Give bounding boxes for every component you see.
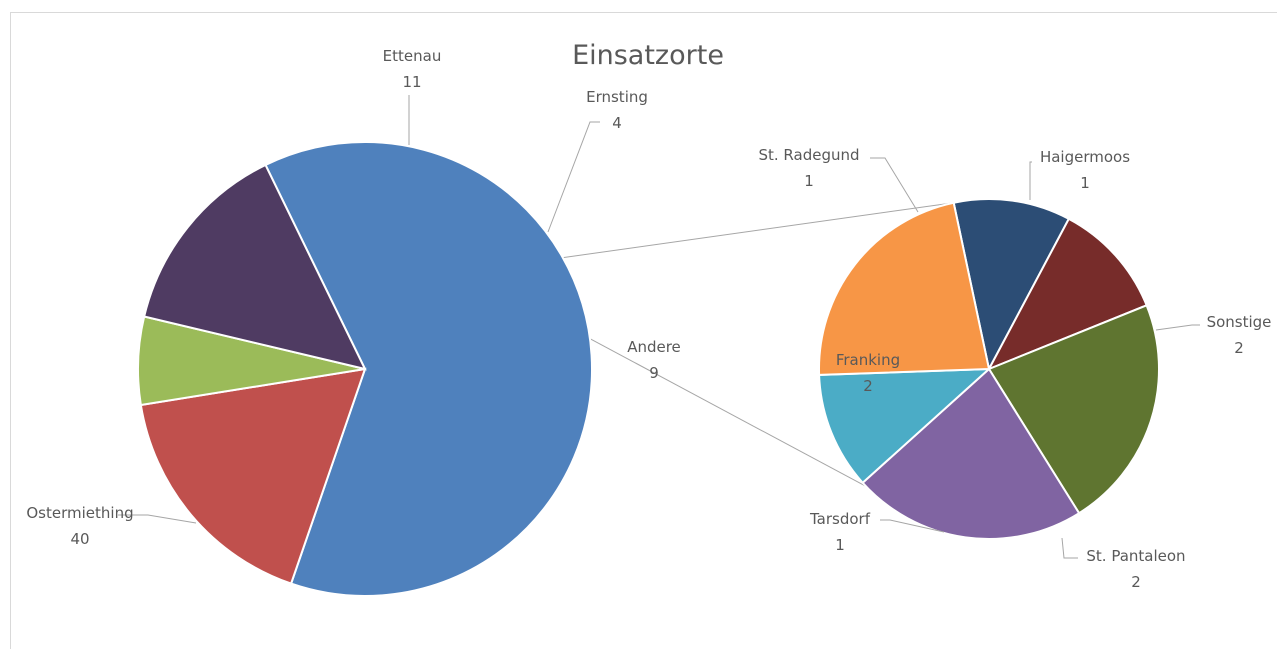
slice-label-ostermiething: Ostermiething	[26, 504, 133, 522]
pie-slice-franking[interactable]	[818, 201, 991, 376]
pie-slice-haigermoos[interactable]	[986, 217, 1148, 371]
chart-area	[10, 12, 1277, 649]
leader-line-st-pantaleon	[1061, 537, 1078, 559]
slice-label-haigermoos: Haigermoos	[1040, 148, 1130, 166]
slice-value-st-pantaleon: 2	[1131, 573, 1141, 591]
pie-slice-ostermiething[interactable]	[264, 141, 593, 597]
pie-slice-tarsdorf[interactable]	[818, 367, 992, 485]
slice-label-ernsting: Ernsting	[586, 88, 648, 106]
pie-slice-st-radegund[interactable]	[952, 198, 1071, 372]
slice-value-andere: 9	[649, 364, 659, 382]
slice-value-haigermoos: 1	[1080, 174, 1090, 192]
leader-line-ernsting	[547, 121, 600, 233]
pie-slice-sonstige[interactable]	[987, 304, 1160, 515]
slice-value-ettenau: 11	[402, 73, 421, 91]
chart-title: Einsatzorte	[572, 40, 724, 71]
slice-value-ernsting: 4	[612, 114, 622, 132]
pie-slice-st-pantaleon[interactable]	[861, 367, 1081, 540]
leader-line-haigermoos	[1029, 161, 1032, 200]
slice-label-franking: Franking	[836, 351, 900, 369]
slice-label-st-pantaleon: St. Pantaleon	[1086, 547, 1185, 565]
slice-label-ettenau: Ettenau	[383, 47, 442, 65]
slice-label-sonstige: Sonstige	[1207, 313, 1272, 331]
pie-slice-ettenau[interactable]	[139, 367, 367, 585]
slice-label-tarsdorf: Tarsdorf	[809, 510, 871, 528]
slice-value-sonstige: 2	[1234, 339, 1244, 357]
slice-value-st-radegund: 1	[804, 172, 814, 190]
leader-line-ostermiething	[118, 514, 197, 524]
slice-value-franking: 2	[863, 377, 873, 395]
leader-line-tarsdorf	[880, 519, 945, 533]
slice-value-ostermiething: 40	[70, 530, 89, 548]
slice-value-tarsdorf: 1	[835, 536, 845, 554]
leader-line-sonstige	[1155, 324, 1200, 331]
slice-label-andere: Andere	[627, 338, 681, 356]
slice-label-st-radegund: St. Radegund	[758, 146, 859, 164]
pie-slice-andere[interactable]	[142, 163, 367, 371]
leader-line-st-radegund	[870, 157, 919, 213]
